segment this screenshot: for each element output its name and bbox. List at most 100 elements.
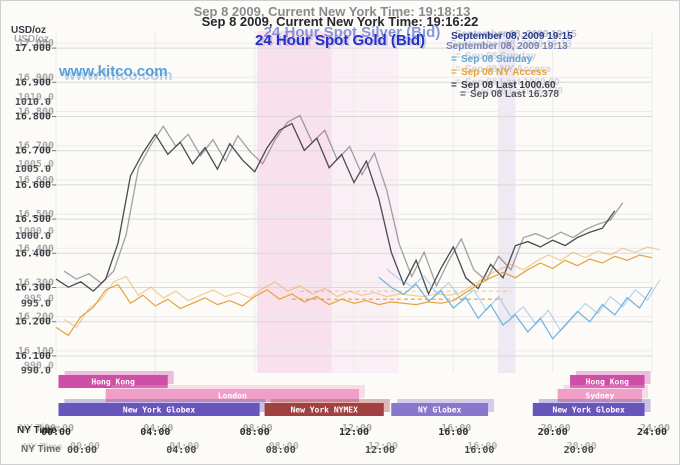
series-line-ghost <box>63 114 624 288</box>
session-band-label: London <box>218 392 247 401</box>
session-band-label: New York Globex <box>123 406 195 415</box>
y-tick-silver-ghost: 16.500 <box>18 209 54 220</box>
chart-legend: September 08, 2009 19:15 September 08, 2… <box>446 31 673 101</box>
y-tick-silver: 16.100 <box>15 351 51 362</box>
x-tick-row2: 08:00 <box>266 445 296 456</box>
x-tick-ghost: 16:00 <box>441 423 471 434</box>
session-band <box>58 403 260 416</box>
chart-subtitle-gold: 24 Hour Spot Gold (Bid) <box>255 32 425 49</box>
session-band-label: Sydney <box>585 392 614 401</box>
series-line <box>55 122 616 296</box>
legend-entry-sunday: = Sep 08 Sunday <box>451 54 673 66</box>
x-tick-row2: 04:00 <box>166 445 196 456</box>
y-axis-unit-label: USD/oz <box>11 25 46 36</box>
x-tick-row2-ghost: 08:00 <box>269 441 299 452</box>
y-tick-gold-ghost: 1005.0 <box>18 159 54 170</box>
y-tick-gold-ghost: 1010.0 <box>18 92 54 103</box>
x-tick-ghost: 08:00 <box>243 423 273 434</box>
chart-subtitle-silver: 24 Hour Spot Silver (Bid) <box>263 24 441 41</box>
y-tick-gold: 990.0 <box>21 365 51 376</box>
x-tick-row2: 12:00 <box>365 445 395 456</box>
x-tick: 24:00 <box>637 427 667 438</box>
session-band <box>58 375 168 388</box>
session-band <box>264 403 384 416</box>
y-tick-silver: 16.400 <box>15 248 51 259</box>
legend-timestamp-ghost: September 08, 2009 19:13 <box>446 41 568 52</box>
y-tick-silver-ghost: 16.200 <box>18 312 54 323</box>
x-tick-row2: 16:00 <box>464 445 494 456</box>
legend-entry-last-silver: = Sep 08 Last 16.378 <box>460 89 679 101</box>
x-tick-row2-ghost: 20:00 <box>567 441 597 452</box>
series-line-ghost <box>63 246 661 329</box>
y-tick-gold: 995.0 <box>21 298 51 309</box>
legend-entry-label: Sep 08 Last 1000.60 <box>461 80 556 91</box>
session-band-label: Hong Kong <box>91 378 135 387</box>
legend-entry-label: Sep 08 Sunday <box>461 54 533 65</box>
x-tick-row2: 00:00 <box>67 445 97 456</box>
session-band-label: New York NYMEX <box>290 406 358 415</box>
highlight-band <box>331 31 399 373</box>
legend-line-swatch: = <box>460 89 466 100</box>
session-band <box>532 403 645 416</box>
x-tick: 12:00 <box>339 427 369 438</box>
x-tick-row2-ghost: 16:00 <box>467 441 497 452</box>
y-tick-silver: 16.500 <box>15 214 51 225</box>
y-tick-silver: 16.800 <box>15 112 51 123</box>
y-tick-gold-ghost: 995.0 <box>24 293 54 304</box>
session-band <box>105 389 359 402</box>
y-tick-gold: 1000.0 <box>15 231 51 242</box>
x-tick: 00:00 <box>41 427 71 438</box>
ny-time-label-ghost: NY Time <box>21 444 61 455</box>
series-line <box>378 276 653 340</box>
x-tick: 08:00 <box>240 427 270 438</box>
chart-title: Sep 8 2009, Current New York Time: 19:16… <box>201 14 479 29</box>
x-tick-row2-ghost: 00:00 <box>70 441 100 452</box>
session-band-label: Hong Kong <box>586 378 630 387</box>
x-tick-row2-ghost: 12:00 <box>368 441 398 452</box>
y-tick-gold-ghost: 1000.0 <box>18 226 54 237</box>
legend-line-swatch: = <box>451 54 457 65</box>
series-line-ghost <box>386 268 661 332</box>
kitco-watermark-link[interactable]: www.kitco.com <box>59 63 168 80</box>
session-band-label: New York Globex <box>553 406 625 415</box>
y-tick-silver-ghost: 16.100 <box>18 346 54 357</box>
y-tick-silver: 16.200 <box>15 317 51 328</box>
session-band <box>557 389 643 402</box>
legend-line-swatch: = <box>451 80 457 91</box>
session-band <box>570 375 645 388</box>
y-tick-gold-ghost: 990.0 <box>24 360 54 371</box>
y-tick-silver-ghost: 16.900 <box>18 72 54 83</box>
y-tick-silver: 16.600 <box>15 180 51 191</box>
x-tick-ghost: 24:00 <box>640 423 670 434</box>
x-tick-ghost: 04:00 <box>143 423 173 434</box>
y-tick-silver: 16.900 <box>15 77 51 88</box>
chart-title-ghost: Sep 8 2009, Current New York Time: 19:18… <box>193 4 471 19</box>
legend-entry-ny-access: = Sep 08 NY Access <box>451 67 673 79</box>
y-tick-silver: 16.300 <box>15 283 51 294</box>
x-tick: 16:00 <box>438 427 468 438</box>
y-tick-gold: 1005.0 <box>15 164 51 175</box>
x-tick-ghost: 00:00 <box>44 423 74 434</box>
y-tick-silver-ghost: 16.800 <box>18 107 54 118</box>
legend-entry-last-gold: = Sep 08 Last 1000.60 <box>451 80 673 92</box>
x-tick-ghost: 12:00 <box>342 423 372 434</box>
x-tick-row2-ghost: 04:00 <box>169 441 199 452</box>
legend-line-swatch: = <box>451 67 457 78</box>
x-tick: 04:00 <box>140 427 170 438</box>
y-tick-silver-ghost: 16.700 <box>18 141 54 152</box>
y-tick-silver-ghost: 17.000 <box>18 38 54 49</box>
y-tick-gold: 1010.0 <box>15 97 51 108</box>
x-tick-row2: 20:00 <box>564 445 594 456</box>
y-tick-silver-ghost: 16.300 <box>18 278 54 289</box>
x-tick-ghost: 20:00 <box>541 423 571 434</box>
session-band <box>391 403 489 416</box>
legend-entry-label: Sep 08 NY Access <box>461 67 548 78</box>
ny-time-label: NY Time <box>17 425 57 436</box>
y-tick-silver-ghost: 16.400 <box>18 243 54 254</box>
legend-entry-label: Sep 08 Last 16.378 <box>470 89 559 100</box>
series-line <box>55 254 653 337</box>
y-tick-silver-ghost: 16.600 <box>18 175 54 186</box>
y-tick-silver: 16.700 <box>15 146 51 157</box>
highlight-band <box>257 31 332 373</box>
